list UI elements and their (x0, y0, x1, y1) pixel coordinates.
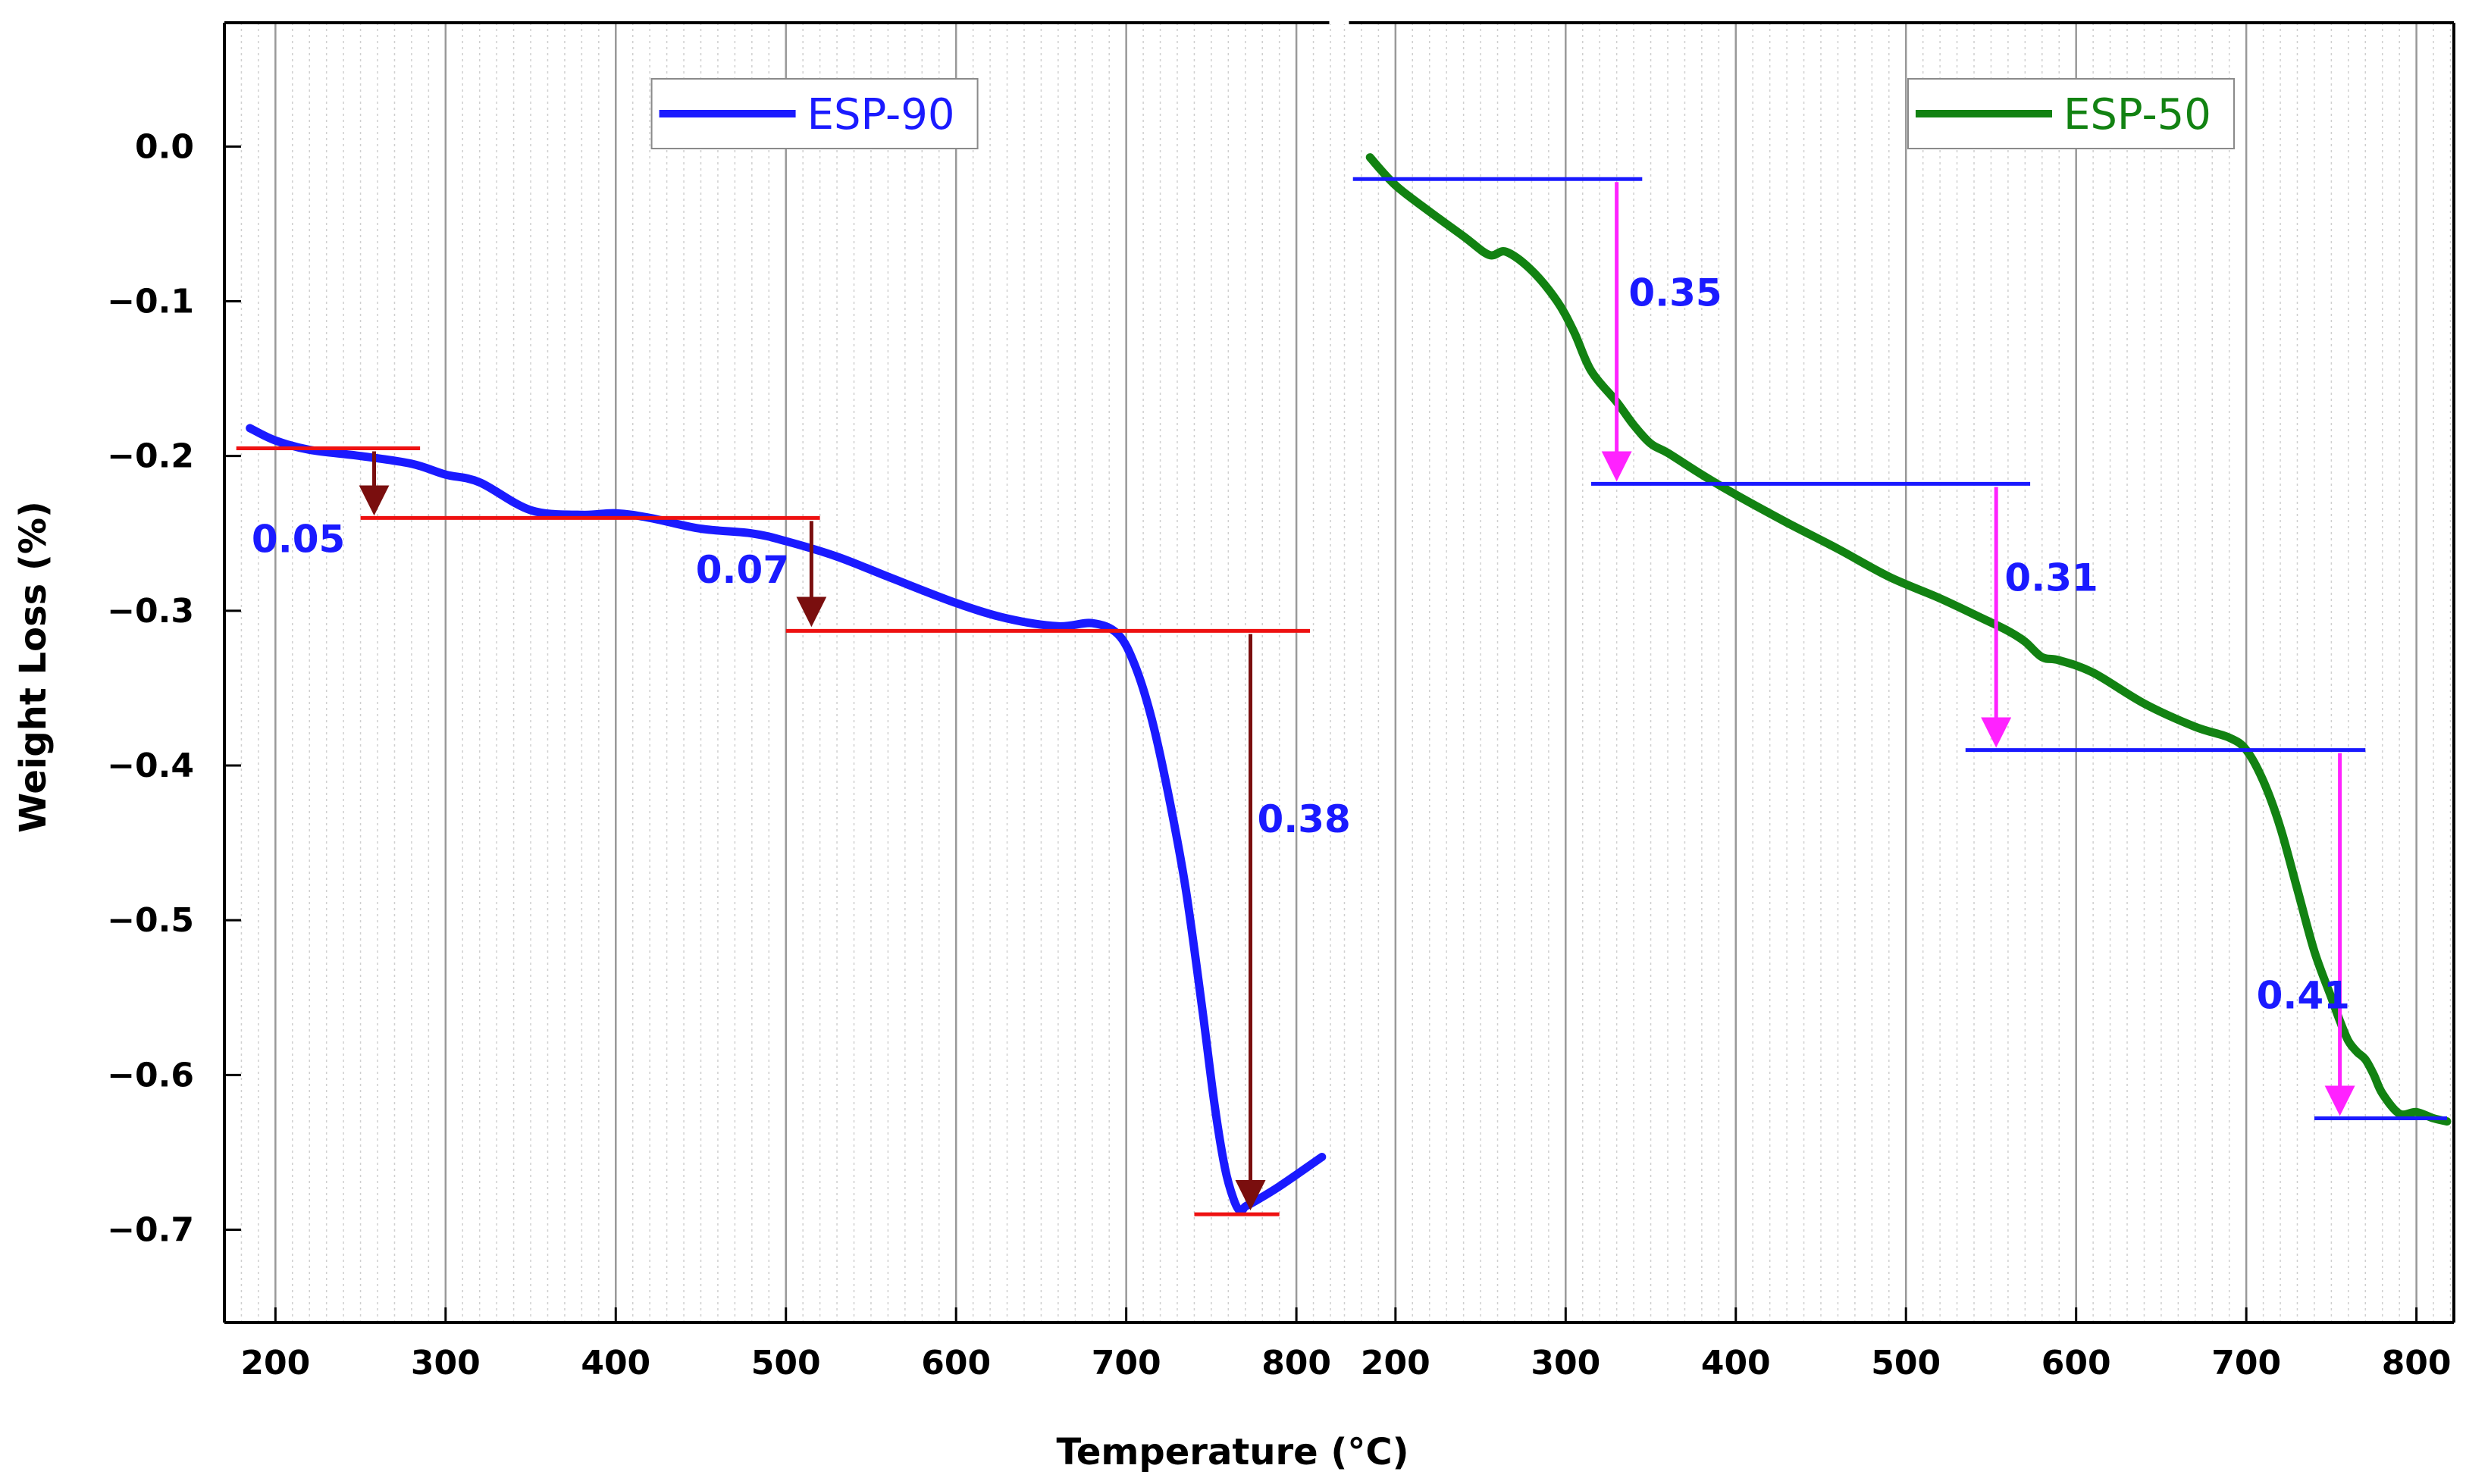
y-tick-label: −0.6 (107, 1056, 194, 1094)
step-annotation: 0.38 (1257, 797, 1350, 841)
y-tick-label: −0.2 (107, 437, 194, 476)
y-tick-label: −0.7 (107, 1211, 194, 1250)
plot-background (224, 23, 2454, 1323)
x-tick-label: 200 (240, 1344, 310, 1382)
step-annotation: 0.35 (1628, 271, 1722, 315)
step-annotation: 0.31 (2004, 556, 2098, 600)
y-tick-label: −0.4 (107, 747, 194, 785)
y-tick-label: −0.1 (107, 283, 194, 321)
x-tick-label: 200 (1361, 1344, 1430, 1382)
y-tick-label: −0.5 (107, 901, 194, 940)
legend-label: ESP-90 (807, 90, 955, 139)
series-layer (246, 153, 2452, 1216)
series-line-esp-90 (246, 424, 1327, 1216)
x-tick-label: 600 (921, 1344, 991, 1382)
legends-layer: ESP-90 ESP-50 (650, 78, 2235, 149)
step-lines-layer (236, 177, 2448, 1216)
step-annotation: 0.07 (696, 548, 789, 592)
x-tick-label: 400 (581, 1344, 650, 1382)
plot-frame (223, 21, 2455, 1324)
x-tick-label: 300 (1531, 1344, 1600, 1382)
legend-label: ESP-50 (2063, 90, 2211, 139)
x-tick-label: 400 (1701, 1344, 1771, 1382)
y-tick-label: −0.3 (107, 592, 194, 631)
step-annotation: 0.41 (2257, 974, 2350, 1018)
series-line-esp-50 (1365, 153, 2452, 1126)
gridlines (224, 23, 2452, 1323)
ticks-layer: 0.0 −0.1 −0.2 −0.3 −0.4 −0.5 −0.6 −0.7 200 300 400… (107, 127, 2451, 1382)
plot-area (224, 23, 2454, 1323)
x-tick-label: 800 (2382, 1344, 2452, 1382)
x-tick-label: 500 (1871, 1344, 1941, 1382)
x-tick-label: 700 (2211, 1344, 2281, 1382)
step-annotation: 0.05 (252, 517, 345, 561)
x-axis-title: Temperature (°C) (1056, 1431, 1408, 1473)
y-tick-label: 0.0 (135, 127, 194, 166)
x-tick-label: 800 (1261, 1344, 1331, 1382)
x-tick-label: 300 (411, 1344, 481, 1382)
x-tick-label: 700 (1092, 1344, 1161, 1382)
x-tick-label: 500 (751, 1344, 821, 1382)
annotations-layer: 0.05 0.07 0.38 0.35 0.31 0.41 (252, 271, 2350, 1018)
x-tick-label: 600 (2041, 1344, 2111, 1382)
y-axis-title: Weight Loss (%) (12, 501, 55, 833)
